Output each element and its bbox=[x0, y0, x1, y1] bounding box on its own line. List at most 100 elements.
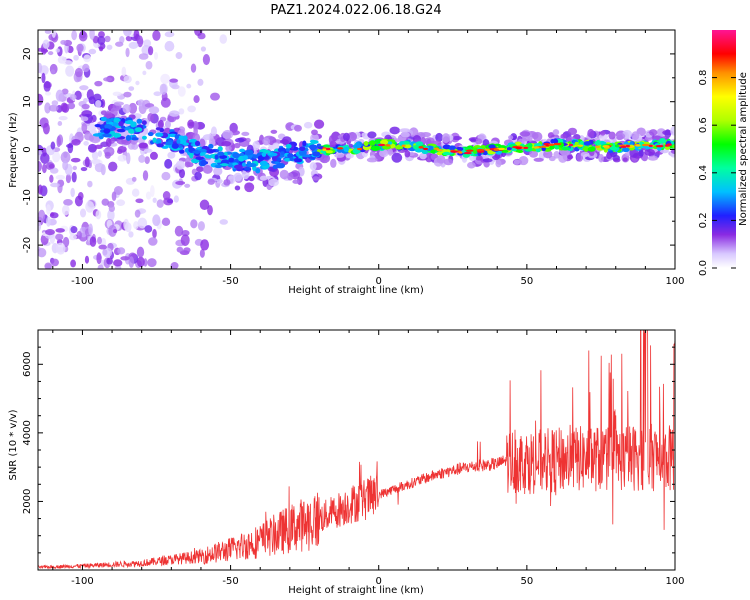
spectrogram-cell bbox=[178, 168, 186, 179]
spectrogram-cell bbox=[88, 223, 93, 236]
spectrogram-cell bbox=[55, 174, 66, 180]
spectrogram-cell bbox=[81, 103, 90, 110]
spectrogram-cell bbox=[102, 247, 113, 258]
spectrogram-cell bbox=[135, 80, 140, 86]
spectrogram-cell bbox=[45, 229, 55, 236]
spectrogram-cell bbox=[336, 147, 344, 150]
spectrogram-cell bbox=[600, 130, 606, 136]
spectrogram-cell bbox=[533, 146, 540, 149]
spectrogram-cell bbox=[436, 148, 443, 152]
spectrogram-cell bbox=[380, 139, 389, 145]
y-tick-label: -20 bbox=[22, 237, 33, 253]
spectrogram-cell bbox=[233, 164, 243, 170]
spectrogram-cell bbox=[148, 106, 160, 114]
spectrogram-cell bbox=[89, 30, 95, 40]
spectrogram-cell bbox=[162, 191, 171, 201]
spectrogram-cell bbox=[136, 246, 145, 258]
spectrogram-cell bbox=[567, 127, 578, 136]
spectrogram-cell bbox=[608, 131, 616, 140]
spectrogram-cell bbox=[345, 153, 354, 159]
x-tick-label: 100 bbox=[665, 276, 684, 287]
spectrogram-cell bbox=[436, 154, 446, 164]
spectrogram-cell bbox=[52, 151, 61, 163]
spectrogram-cell bbox=[404, 150, 411, 158]
spectrogram-cell bbox=[43, 80, 51, 92]
spectrogram-cell bbox=[171, 143, 179, 149]
spectrogram-cell bbox=[156, 199, 164, 208]
spectrogram-cell bbox=[401, 144, 406, 147]
spectrogram-cell bbox=[70, 226, 78, 234]
spectrogram-cell bbox=[287, 153, 294, 158]
spectrogram-cell bbox=[518, 156, 529, 166]
spectrogram-cell bbox=[67, 102, 76, 110]
spectrogram-cell bbox=[38, 160, 42, 172]
spectrogram-cell bbox=[148, 237, 158, 246]
x-tick-label: -50 bbox=[222, 276, 238, 287]
spectrogram-cell bbox=[81, 122, 88, 133]
spectrogram-cell bbox=[310, 140, 319, 144]
spectrogram-cell bbox=[644, 136, 653, 141]
spectrogram-cell bbox=[430, 149, 435, 154]
spectrogram-cell bbox=[561, 146, 571, 151]
spectrogram-cell bbox=[164, 31, 175, 38]
spectrogram-cell bbox=[175, 180, 186, 185]
spectrogram-cell bbox=[279, 169, 289, 180]
spectrogram-cell bbox=[106, 118, 112, 123]
spectrogram-cell bbox=[69, 234, 77, 241]
spectrogram-cell bbox=[160, 97, 171, 108]
spectrogram-cell bbox=[403, 144, 412, 149]
spectrogram-cell bbox=[419, 152, 427, 160]
spectrogram-cell bbox=[166, 198, 174, 204]
spectrogram-cell bbox=[252, 140, 260, 151]
spectrogram-cell bbox=[70, 187, 75, 198]
spectrogram-cell bbox=[298, 150, 307, 156]
spectrogram-cell bbox=[119, 36, 125, 44]
spectrogram-cell bbox=[79, 208, 87, 218]
spectrogram-cell bbox=[239, 148, 246, 153]
spectrogram-cell bbox=[276, 157, 282, 162]
spectrogram-cell bbox=[548, 143, 555, 147]
spectrogram-cell bbox=[312, 176, 320, 181]
spectrogram-cell bbox=[176, 246, 184, 253]
spectrogram-cell bbox=[71, 138, 81, 146]
spectrogram-cell bbox=[178, 149, 185, 154]
spectrogram-cell bbox=[583, 141, 592, 146]
spectrogram-cell bbox=[190, 219, 198, 229]
spectrogram-cell bbox=[38, 62, 43, 74]
spectrogram-cell bbox=[85, 200, 95, 213]
spectrogram-cell bbox=[55, 233, 64, 241]
spectrogram-cell bbox=[80, 166, 88, 172]
spectrogram-cell bbox=[104, 123, 113, 129]
spectrogram-cell bbox=[194, 30, 203, 37]
spectrogram-cell bbox=[123, 91, 132, 98]
spectrogram-cell bbox=[268, 178, 279, 187]
spectrogram-cell bbox=[361, 132, 367, 138]
spectrogram-cell bbox=[155, 138, 162, 145]
spectrogram-cell bbox=[61, 204, 70, 216]
spectrogram-cell bbox=[165, 141, 173, 146]
spectrogram-cell bbox=[125, 35, 133, 42]
x-tick-label: 50 bbox=[520, 576, 533, 587]
spectrogram-cell bbox=[513, 159, 520, 165]
spectrogram-cell bbox=[221, 159, 230, 165]
spectrogram-cell bbox=[325, 150, 333, 154]
spectrogram-cell bbox=[141, 120, 147, 126]
spectrogram-cell bbox=[41, 72, 46, 84]
spectrogram-cell bbox=[67, 142, 74, 154]
spectrogram-cell bbox=[128, 86, 135, 91]
spectrogram-cell bbox=[108, 224, 117, 237]
spectrogram-cell bbox=[74, 195, 83, 207]
y-tick-label: 20 bbox=[22, 48, 33, 61]
spectrogram-cell bbox=[554, 145, 560, 150]
spectrogram-cell bbox=[540, 145, 547, 148]
spectrogram-cell bbox=[442, 144, 451, 150]
snr-x-axis-label: Height of straight line (km) bbox=[288, 585, 424, 596]
spectrogram-cell bbox=[167, 151, 176, 159]
spectrogram-cell bbox=[103, 128, 111, 134]
spectrogram-cell bbox=[664, 129, 672, 139]
spectrogram-cell bbox=[190, 63, 197, 73]
spectrogram-cell bbox=[516, 149, 524, 153]
spectrogram-cell bbox=[61, 88, 69, 95]
spectrogram-cell bbox=[131, 137, 139, 141]
spectrogram-cell bbox=[51, 30, 57, 38]
